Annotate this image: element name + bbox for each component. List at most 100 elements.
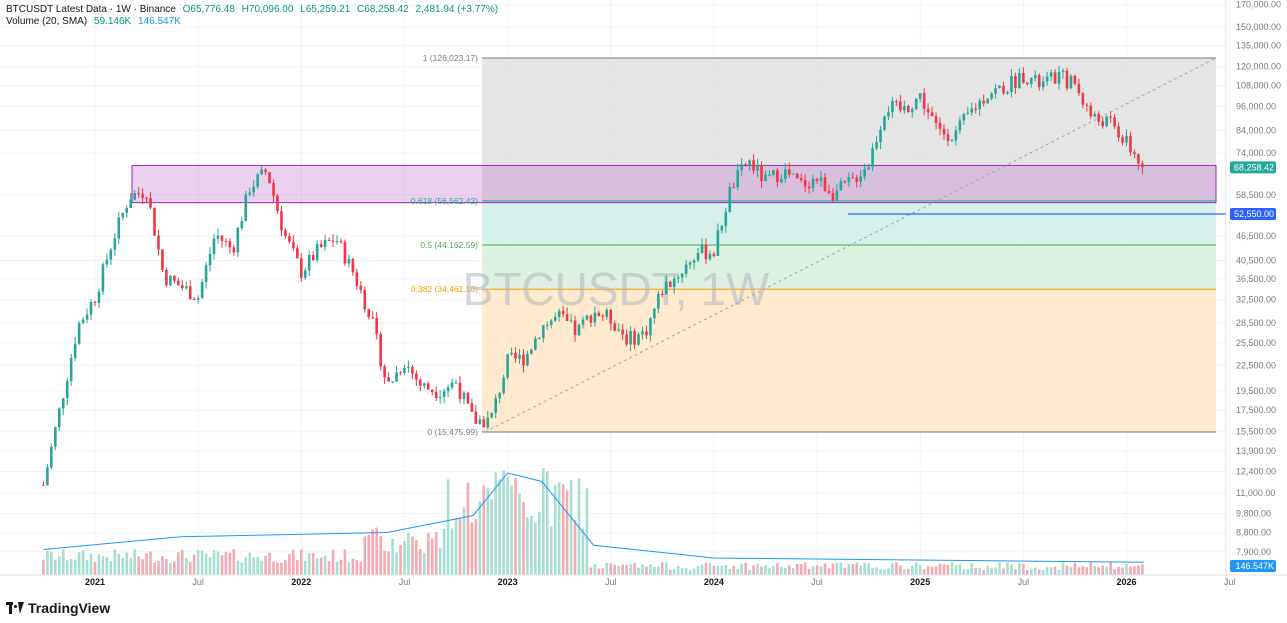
candle-body [514, 352, 517, 359]
candle-body [530, 349, 533, 354]
candle-body [545, 324, 549, 326]
candle-body [157, 235, 160, 250]
volume-bar [1041, 569, 1045, 575]
time-tick-label: 2023 [498, 577, 518, 587]
volume-bar [466, 482, 470, 575]
symbol-line: BTCUSDT Latest Data · 1W · Binance [6, 4, 176, 15]
candle-body [728, 187, 732, 213]
candle-body [1029, 78, 1033, 85]
ohlc-legend: BTCUSDT Latest Data · 1W · Binance O65,7… [6, 4, 502, 15]
candle-body [161, 249, 164, 271]
candle-body [922, 93, 926, 109]
candle-body [680, 273, 684, 278]
candle-body [990, 93, 993, 99]
volume-bar [597, 568, 601, 575]
candle-body [133, 193, 136, 200]
candle-body [851, 177, 855, 179]
volume-bar [966, 569, 970, 575]
volume-bar [887, 568, 890, 575]
time-tick-label: Jul [1018, 577, 1030, 587]
volume-bar [145, 553, 148, 575]
candle-body [597, 312, 601, 316]
volume-bar [276, 562, 279, 575]
volume-bar [641, 564, 644, 575]
range-box[interactable] [131, 164, 1217, 204]
price-tick-label: 19,500.00 [1236, 386, 1276, 396]
candle-body [994, 88, 997, 94]
volume-bar [157, 560, 160, 575]
volume-bar [232, 549, 236, 575]
price-tick-label: 120,000.00 [1236, 62, 1281, 72]
volume-bar [1069, 567, 1073, 575]
volume-bar [934, 566, 938, 575]
volume-bar [780, 567, 783, 575]
volume-bar [57, 556, 61, 575]
time-scale[interactable]: 2021 Jul 2022 Jul 2023 Jul 2024 Jul 2025 Jul 2026 J… [85, 577, 1235, 587]
volume-bar [272, 561, 275, 575]
volume-bar [236, 560, 240, 575]
candle-body [867, 167, 870, 170]
candle-body [422, 383, 426, 386]
candle-body [569, 320, 573, 322]
candle-body [466, 392, 470, 404]
volume-bar [125, 552, 129, 575]
candle-body [510, 352, 513, 355]
volume-bar [54, 559, 57, 575]
candle-body [375, 317, 378, 334]
volume-bar [311, 553, 315, 575]
candle-body [379, 333, 382, 367]
time-tick-label: Jul [605, 577, 617, 587]
volume-bar [791, 568, 795, 575]
candle-body [557, 311, 561, 317]
candle-body [847, 177, 851, 183]
volume-bar [657, 566, 660, 575]
volume-bar [284, 559, 287, 575]
volume-bar [835, 562, 839, 575]
time-tick-label: 2022 [291, 577, 311, 587]
volume-bar [589, 567, 593, 575]
candle-body [1085, 104, 1089, 106]
tradingview-logo[interactable]: TradingView [6, 600, 110, 616]
volume-bar [1029, 568, 1033, 575]
volume-bar [1077, 567, 1081, 575]
volume-bar [1061, 562, 1065, 575]
price-tick-label: 36,500.00 [1236, 274, 1276, 284]
candle-body [962, 114, 966, 121]
candle-body [216, 235, 220, 239]
volume-legend: Volume (20, SMA) 59.146K 146.547K [6, 16, 185, 27]
candle-body [843, 181, 847, 183]
volume-bar [426, 533, 430, 575]
candle-body [1057, 71, 1061, 84]
volume-bar [926, 566, 930, 575]
trend-line[interactable] [484, 57, 1217, 433]
volume-bar [609, 563, 613, 575]
candle-body [1049, 72, 1053, 77]
volume-bar [303, 560, 307, 575]
candle-body [625, 334, 628, 345]
volume-bar [748, 569, 751, 575]
volume-bar [101, 556, 105, 575]
volume-bar [256, 557, 259, 575]
candle-body [42, 484, 45, 486]
candle-body [875, 142, 878, 149]
candle-body [331, 240, 335, 242]
candle-body [149, 198, 152, 208]
volume-bar [109, 561, 113, 575]
volume-bar [819, 566, 823, 575]
price-scale[interactable]: 170,000.00 150,000.00 135,000.00 120,000.00… [1236, 0, 1281, 557]
candle-body [538, 338, 541, 340]
volume-bar [347, 562, 351, 575]
candle-body [204, 265, 208, 282]
volume-bar [1125, 563, 1128, 575]
candle-body [192, 299, 196, 301]
candle-body [827, 191, 831, 194]
time-tick-label: 2025 [910, 577, 930, 587]
volume-bar [827, 568, 831, 575]
volume-bar [288, 554, 291, 575]
fib-level-label: 0 (15,475.99) [427, 427, 478, 437]
volume-bar [946, 564, 950, 575]
volume-value: 59.146K [93, 16, 132, 27]
volume-bar [510, 485, 513, 575]
volume-bar [61, 549, 65, 575]
